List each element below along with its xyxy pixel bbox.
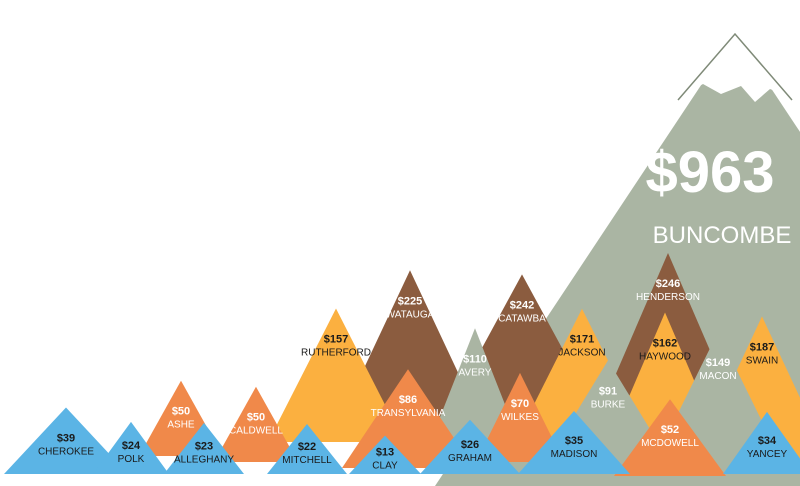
value-label-henderson: $246 (656, 278, 680, 290)
value-label-mitchell: $22 (298, 441, 316, 453)
value-label-macon: $149 (706, 357, 730, 369)
county-label-buncombe: BUNCOMBE (653, 222, 792, 249)
county-label-haywood: HAYWOOD (639, 351, 691, 362)
peak-madison (518, 410, 630, 474)
peak-mcdowell (614, 399, 726, 476)
county-label-yancey: YANCEY (747, 449, 788, 460)
value-label-madison: $35 (565, 435, 583, 447)
peak-alleghany (164, 422, 244, 474)
peak-transylvania (342, 369, 474, 468)
value-label-watauga: $225 (398, 295, 422, 307)
peak-yancey (723, 411, 800, 474)
county-label-catawba: CATAWBA (498, 313, 546, 324)
peaks-layer (4, 32, 800, 486)
peak-caldwell (214, 386, 298, 462)
county-label-macon: MACON (699, 371, 736, 382)
peak-cherokee (4, 407, 128, 474)
county-label-burke: BURKE (591, 399, 626, 410)
county-label-henderson: HENDERSON (636, 292, 700, 303)
value-label-yancey: $34 (758, 435, 777, 447)
labels-layer: $963 BUNCOMBE $246 HENDERSON $242 CATAWBA $225… (38, 140, 791, 472)
peak-mitchell (267, 424, 347, 474)
county-label-graham: GRAHAM (448, 453, 492, 464)
value-label-ashe: $50 (172, 406, 190, 418)
value-label-jackson: $171 (570, 334, 594, 346)
peak-avery (431, 328, 519, 440)
value-label-rutherford: $157 (324, 334, 348, 346)
value-label-alleghany: $23 (195, 440, 213, 452)
county-label-wilkes: WILKES (501, 412, 539, 423)
county-label-cherokee: CHEROKEE (38, 446, 94, 457)
county-label-clay: CLAY (372, 461, 398, 472)
value-label-caldwell: $50 (247, 412, 265, 424)
value-label-wilkes: $70 (511, 398, 529, 410)
county-label-transylvania: TRANSYLVANIA (371, 408, 446, 419)
county-label-watauga: WATAUGA (386, 309, 435, 320)
county-label-ashe: ASHE (167, 420, 195, 431)
peak-wilkes (476, 372, 564, 462)
value-label-graham: $26 (461, 439, 479, 451)
value-label-polk: $24 (122, 440, 141, 452)
county-label-jackson: JACKSON (558, 348, 605, 359)
value-label-haywood: $162 (653, 337, 677, 349)
peak-clay (349, 435, 421, 474)
peak-graham (420, 419, 520, 474)
county-label-alleghany: ALLEGHANY (174, 454, 234, 465)
value-label-swain: $187 (750, 341, 774, 353)
value-label-cherokee: $39 (57, 432, 75, 444)
peak-outline (677, 32, 793, 101)
value-label-buncombe: $963 (645, 140, 774, 205)
county-label-mitchell: MITCHELL (282, 455, 332, 466)
peak-rutherford (268, 308, 404, 442)
county-label-avery: AVERY (459, 367, 492, 378)
value-label-catawba: $242 (510, 299, 534, 311)
value-label-burke: $91 (599, 385, 617, 397)
county-label-rutherford: RUTHERFORD (301, 348, 371, 359)
value-label-transylvania: $86 (399, 394, 417, 406)
value-label-clay: $13 (376, 447, 394, 459)
county-label-swain: SWAIN (746, 355, 778, 366)
peak-polk (93, 421, 169, 474)
county-label-mcdowell: MCDOWELL (641, 438, 699, 449)
county-label-caldwell: CALDWELL (229, 426, 283, 437)
value-label-mcdowell: $52 (661, 424, 679, 436)
snow-cap (680, 34, 790, 102)
county-label-madison: MADISON (551, 449, 598, 460)
value-label-avery: $110 (463, 353, 487, 365)
county-label-polk: POLK (118, 454, 145, 465)
